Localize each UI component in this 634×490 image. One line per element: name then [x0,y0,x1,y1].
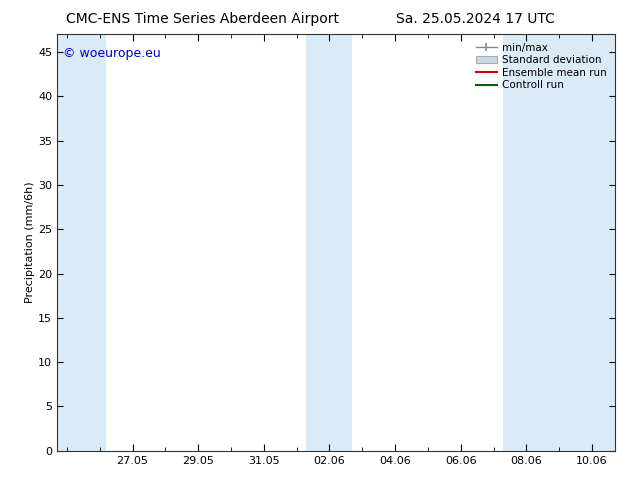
Text: © woeurope.eu: © woeurope.eu [63,47,160,60]
Text: Sa. 25.05.2024 17 UTC: Sa. 25.05.2024 17 UTC [396,12,555,26]
Y-axis label: Precipitation (mm/6h): Precipitation (mm/6h) [25,182,36,303]
Legend: min/max, Standard deviation, Ensemble mean run, Controll run: min/max, Standard deviation, Ensemble me… [473,40,610,94]
Bar [57,34,107,451]
Bar [503,34,615,451]
Text: CMC-ENS Time Series Aberdeen Airport: CMC-ENS Time Series Aberdeen Airport [67,12,339,26]
Bar [306,34,353,451]
